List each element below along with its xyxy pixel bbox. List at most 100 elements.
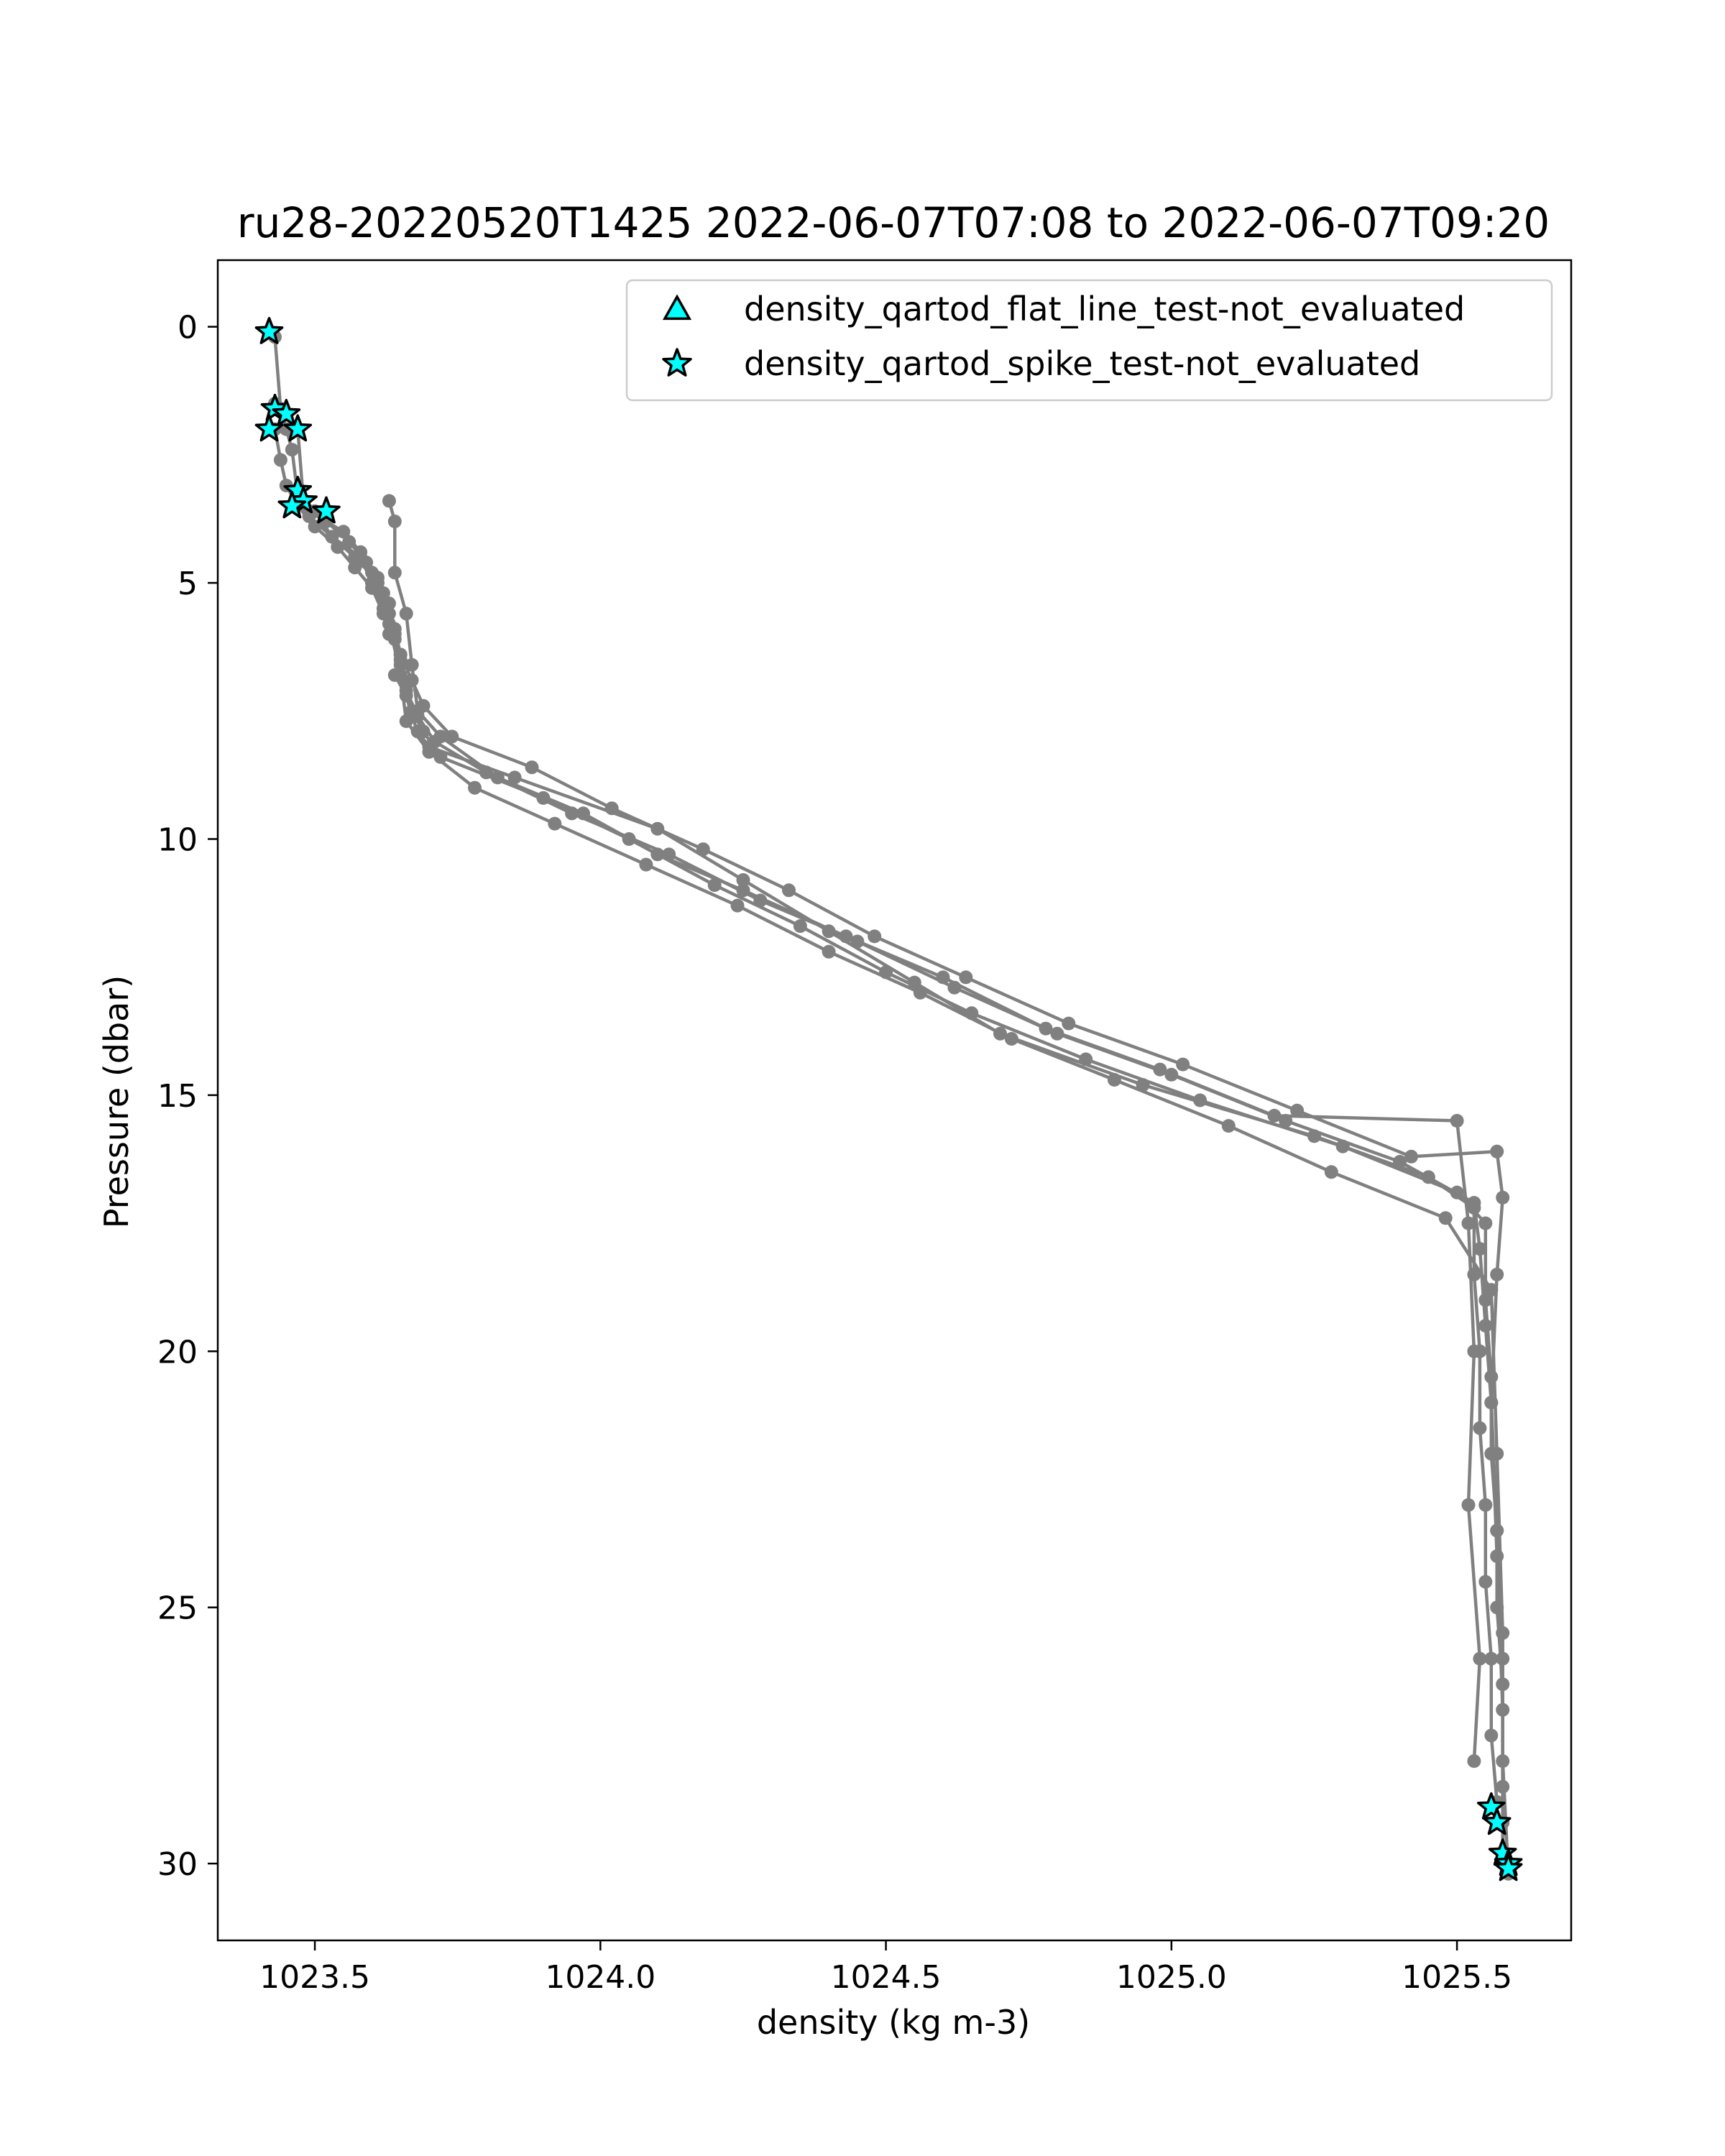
profile-point	[1467, 1754, 1481, 1768]
profile-lines-group	[268, 330, 1516, 1881]
legend-label: density_qartod_flat_line_test-not_evalua…	[744, 290, 1465, 328]
profile-point	[1324, 1165, 1338, 1179]
profile-line-6	[387, 500, 1482, 1761]
profile-point	[604, 801, 619, 816]
plot-area	[218, 260, 1571, 1940]
profile-point	[468, 780, 482, 795]
profile-point	[387, 566, 402, 580]
spike-test-star-marker	[277, 491, 307, 519]
profile-point	[1478, 1498, 1493, 1512]
profile-point	[839, 929, 853, 944]
x-tick-label: 1024.0	[545, 1959, 656, 1996]
legend-triangle-icon	[662, 294, 692, 321]
profile-point	[393, 668, 408, 682]
legend: density_qartod_flat_line_test-not_evalua…	[625, 279, 1553, 402]
profile-point	[1079, 1052, 1093, 1067]
x-tick-label: 1024.5	[831, 1959, 942, 1996]
profile-point	[696, 842, 710, 857]
profile-point	[1484, 1651, 1499, 1666]
profile-point	[382, 494, 396, 508]
flag-markers-group	[254, 317, 1523, 1881]
profile-point	[707, 878, 722, 893]
profile-point	[1496, 1190, 1510, 1204]
profile-point	[382, 596, 396, 611]
profile-point	[399, 714, 413, 728]
profile-point	[1478, 1216, 1493, 1230]
spike-test-star-marker	[1476, 1792, 1506, 1820]
profile-point	[1478, 1575, 1493, 1589]
y-tick-label: 10	[157, 821, 198, 858]
spike-test-star-marker	[312, 496, 341, 524]
y-tick-label: 15	[157, 1078, 198, 1115]
profile-point	[422, 745, 436, 759]
profile-point	[1467, 1344, 1481, 1358]
profile-point	[479, 765, 493, 780]
y-tick-label: 25	[157, 1590, 198, 1627]
profile-point	[348, 561, 362, 575]
x-tick-label: 1025.5	[1402, 1959, 1512, 1996]
profile-point	[507, 770, 522, 785]
profile-point	[525, 760, 539, 775]
spike-test-star-marker	[283, 414, 313, 442]
y-tick-label: 30	[157, 1846, 198, 1883]
profile-point	[936, 970, 950, 985]
profile-point	[793, 919, 807, 934]
profile-point	[1107, 1073, 1121, 1087]
profile-point	[1478, 1319, 1493, 1333]
spike-test-star-marker	[254, 317, 284, 344]
spike-test-star-marker	[254, 414, 284, 442]
y-tick-label: 20	[157, 1334, 198, 1370]
profile-point	[1473, 1651, 1487, 1666]
profile-point	[822, 944, 836, 959]
profile-point	[1496, 1626, 1510, 1640]
profile-point	[273, 453, 288, 467]
profile-point	[576, 806, 590, 821]
x-tick-label: 1023.5	[259, 1959, 370, 1996]
profile-point	[405, 658, 419, 672]
profile-point	[1450, 1114, 1464, 1128]
profile-point	[1490, 1447, 1504, 1461]
profile-point	[1461, 1216, 1476, 1230]
x-tick-label: 1025.0	[1116, 1959, 1227, 1996]
profile-point	[1153, 1062, 1167, 1077]
y-tick-label: 0	[178, 310, 198, 346]
profile-point	[1484, 1728, 1499, 1743]
chart-title: ru28-20220520T1425 2022-06-07T07:08 to 2…	[237, 198, 1550, 247]
legend-box	[625, 279, 1553, 402]
profile-point	[1467, 1196, 1481, 1210]
profile-point	[1193, 1093, 1208, 1107]
spike-test-star-marker	[272, 399, 301, 426]
profile-point	[1490, 1144, 1504, 1158]
y-axis-label: Pressure (dbar)	[97, 975, 136, 1228]
profile-line-4	[296, 494, 1504, 1853]
profile-point	[354, 550, 368, 564]
profile-point	[445, 729, 459, 744]
profile-point	[548, 816, 562, 831]
profile-point	[285, 443, 299, 457]
profile-point	[1490, 1267, 1504, 1281]
profile-point	[410, 704, 425, 718]
y-axis-ticks: 0 5 10 15 20 25 30	[157, 310, 218, 1883]
profile-point	[782, 883, 796, 898]
profile-point	[1438, 1211, 1453, 1225]
profile-point	[639, 857, 653, 872]
profile-point	[1473, 1421, 1487, 1435]
x-axis-ticks: 1023.5 1024.0 1024.5 1025.0 1025.5	[259, 1940, 1512, 1996]
profile-point	[959, 970, 973, 985]
y-tick-label: 5	[178, 566, 198, 602]
profile-point	[1404, 1149, 1418, 1164]
profile-point	[868, 929, 882, 944]
profile-point	[736, 873, 750, 887]
legend-entries: density_qartod_flat_line_test-not_evalua…	[662, 290, 1465, 383]
profile-point	[365, 576, 379, 590]
profile-point	[1267, 1108, 1282, 1123]
profile-point	[650, 847, 665, 862]
profile-point	[387, 515, 402, 528]
profile-point	[1496, 1754, 1510, 1768]
profile-point	[1473, 1242, 1487, 1256]
profile-point	[1484, 1283, 1499, 1297]
profile-point	[1221, 1119, 1236, 1133]
profile-point	[1004, 1032, 1018, 1046]
profile-point	[1393, 1155, 1407, 1169]
